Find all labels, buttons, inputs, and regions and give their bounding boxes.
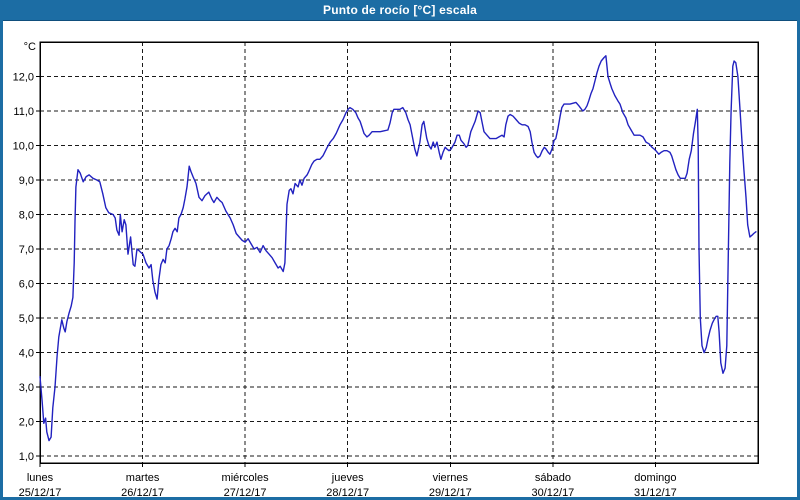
y-tick-label: 12,0	[13, 72, 34, 84]
y-tick-label: 11,0	[13, 106, 34, 118]
x-tick-day-name: domingo	[634, 472, 676, 484]
y-tick-label: 2,0	[19, 417, 34, 429]
x-axis-labels: lunes 25/12/17 martes 26/12/17 miércoles 27/1…	[19, 472, 677, 499]
y-tick-label: 10,0	[13, 141, 34, 153]
x-tick-date: 30/12/17	[531, 487, 574, 499]
x-tick-date: 28/12/17	[326, 487, 369, 499]
x-tick-day-name: jueves	[331, 472, 364, 484]
series	[39, 55, 757, 442]
y-tick-label: 1,0	[19, 451, 34, 463]
y-axis-labels: 1,0 2,0 3,0 4,0 5,0 6,0 7,0 8,0 9,0 10,0 11,0 12,0 °…	[13, 41, 36, 463]
x-tick-date: 31/12/17	[634, 487, 677, 499]
x-tick-day-name: miércoles	[222, 472, 270, 484]
y-tick-label: 3,0	[19, 382, 34, 394]
x-tick-date: 25/12/17	[19, 487, 62, 499]
y-tick-label: 4,0	[19, 348, 34, 360]
x-tick-day-name: lunes	[27, 472, 54, 484]
x-tick-day-name: sábado	[535, 472, 571, 484]
y-tick-label: 7,0	[19, 244, 34, 256]
x-tick-day-name: viernes	[433, 472, 469, 484]
y-tick-label: 6,0	[19, 279, 34, 291]
y-tick-label: 9,0	[19, 175, 34, 187]
chart-title: Punto de rocío [°C] escala	[322, 3, 478, 17]
x-tick-date: 29/12/17	[429, 487, 472, 499]
y-tick-label: 8,0	[19, 210, 34, 222]
chart-title-bar: Punto de rocío [°C] escala	[0, 0, 800, 21]
gridlines	[40, 42, 758, 463]
tick-marks	[36, 76, 656, 467]
y-axis-unit-label: °C	[24, 41, 36, 53]
x-tick-date: 26/12/17	[121, 487, 164, 499]
x-tick-day-name: martes	[126, 472, 160, 484]
x-tick-date: 27/12/17	[224, 487, 267, 499]
y-tick-label: 5,0	[19, 313, 34, 325]
dew-point-series-line	[39, 55, 757, 442]
plot-border	[39, 41, 759, 464]
